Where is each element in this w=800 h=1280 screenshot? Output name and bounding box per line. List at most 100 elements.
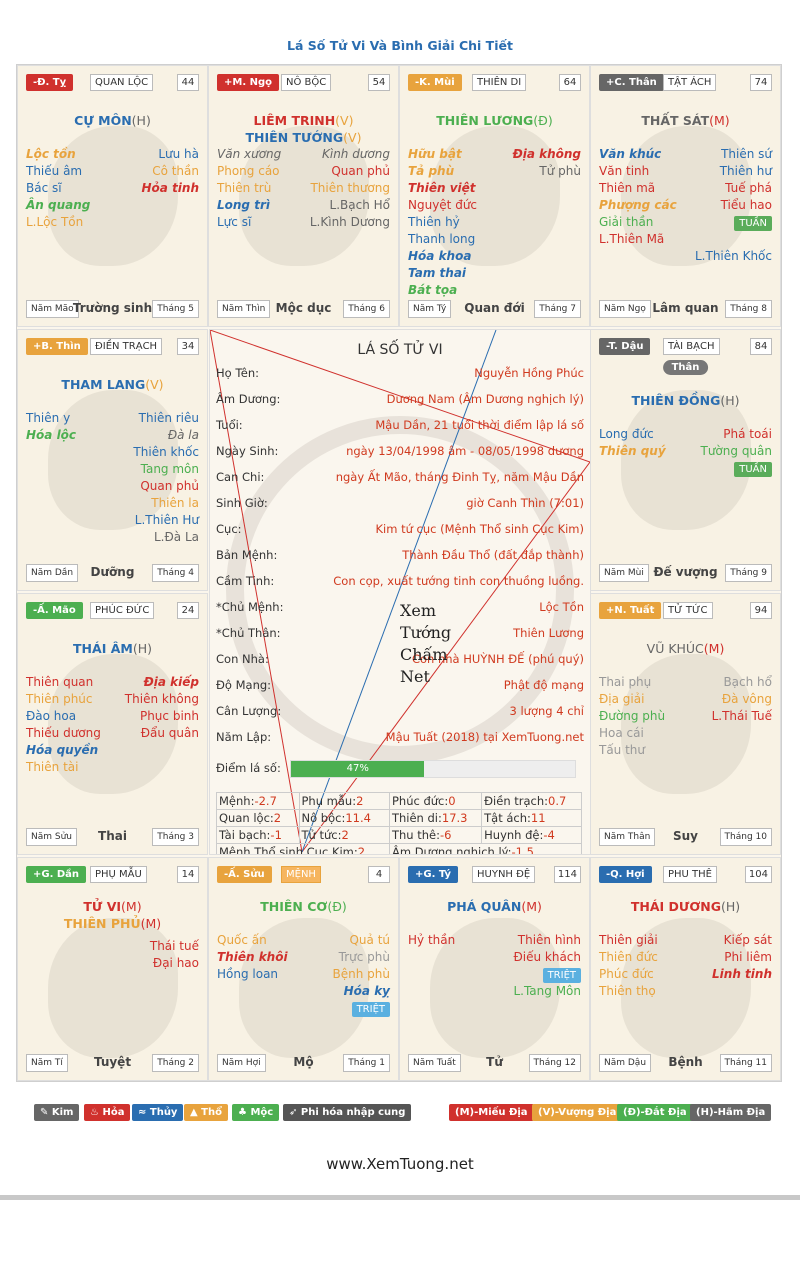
stage-label: Tử (486, 1055, 503, 1069)
main-star: PHÁ QUÂN(M) (447, 899, 542, 914)
year-label: Năm Ngọ (599, 300, 651, 318)
dragon-icon (48, 390, 178, 530)
cell-than[interactable]: +C. Thân TẬT ÁCH 74 THẤT SÁT(M) Văn khúc Th… (590, 65, 781, 327)
score-progress: 47% (290, 760, 576, 778)
year-label: Năm Sửu (26, 828, 77, 846)
year-label: Năm Mão (26, 300, 79, 318)
palace-label: TẬT ÁCH (663, 74, 717, 91)
year-label: Năm Tý (408, 300, 452, 318)
stage-label: Đế vượng (653, 565, 718, 579)
main-star: THIÊN ĐỒNG(H) (631, 393, 740, 408)
month-label: Tháng 3 (152, 828, 199, 846)
cell-badge: -K. Mùi (408, 74, 462, 91)
cell-number: 34 (177, 338, 199, 355)
cell-thin[interactable]: +B. Thìn ĐIỀN TRẠCH 34 THAM LANG(V) Thiên … (17, 329, 208, 591)
main-star: THIÊN CƠ(Đ) (260, 899, 347, 914)
star-list: Lộc tồn Lưu hà Thiếu âm Cô thần Bác sĩ Hỏa … (26, 147, 199, 229)
palace-label: HUYNH ĐỆ (472, 866, 536, 883)
palace-label: TỬ TỨC (663, 602, 713, 619)
star-list: Thai phụ Bạch hổ Địa giải Đà vông Đường ph… (599, 675, 772, 757)
cell-mao[interactable]: -Ấ. Mão PHÚC ĐỨC 24 THÁI ÂM(H) Thiên quan Đ… (17, 593, 208, 855)
main-star: CỰ MÔN(H) (74, 113, 151, 128)
palace-label: MỆNH (281, 866, 321, 883)
cell-badge: +C. Thân (599, 74, 664, 91)
palace-label: QUAN LỘC (90, 74, 154, 91)
snake-icon (48, 126, 178, 266)
cell-ty[interactable]: -Đ. Tỵ QUAN LỘC 44 CỰ MÔN(H) Lộc tồn Lưu hà… (17, 65, 208, 327)
stage-label: Thai (98, 829, 127, 843)
month-label: Tháng 8 (725, 300, 772, 318)
legend: ✎ Kim ♨ Hỏa ≈ Thủy ▲ Thổ ♣ Mộc ➶ Phi hóa… (0, 1104, 800, 1122)
tuan-tag: TUẦN (734, 216, 772, 231)
star-list: Văn xương Kình dương Phong cáo Quan phủ Th… (217, 147, 390, 229)
site-footer[interactable]: www.XemTuong.net (326, 1155, 474, 1173)
legend-thuy: ≈ Thủy (132, 1104, 184, 1121)
rooster-icon (621, 390, 751, 530)
main-star: THẤT SÁT(M) (641, 113, 730, 128)
horse-icon (239, 126, 369, 266)
legend-tho: ▲ Thổ (184, 1104, 228, 1121)
palace-label: ĐIỀN TRẠCH (90, 338, 163, 355)
legend-ham: (H)-Hãm Địa (690, 1104, 772, 1121)
stage-label: Mộ (293, 1055, 314, 1069)
legend-dat: (Đ)-Đắt Địa (617, 1104, 693, 1121)
cell-number: 64 (559, 74, 581, 91)
tiger-icon (48, 918, 178, 1058)
cell-badge: +G. Dần (26, 866, 87, 883)
month-label: Tháng 6 (343, 300, 390, 318)
cell-mui[interactable]: -K. Mùi THIÊN DI 64 THIÊN LƯƠNG(Đ) Hữu bật… (399, 65, 590, 327)
star-list: Văn khúc Thiên sứ Văn tinh Thiên hư Thiên … (599, 147, 772, 263)
ox-icon (239, 918, 369, 1058)
star-list: Thái tuế Đại hao (149, 939, 199, 970)
palace-label: PHU THÊ (663, 866, 717, 883)
chart-lines (210, 330, 590, 853)
cell-number: 84 (750, 338, 772, 355)
cell-badge: +N. Tuất (599, 602, 662, 619)
rat-icon (430, 918, 560, 1058)
legend-phi-hoa: ➶ Phi hóa nhập cung (283, 1104, 412, 1121)
monkey-icon (621, 126, 751, 266)
star-list: Hữu bật Địa không Tả phù Tử phù Thiên việt… (408, 147, 581, 297)
cell-number: 14 (177, 866, 199, 883)
stage-label: Quan đới (464, 301, 525, 315)
main-star: THÁI ÂM(H) (73, 641, 152, 656)
cell-ngo[interactable]: +M. Ngọ NÔ BỘC 54 LIÊM TRINH(V) THIÊN TƯỚNG… (208, 65, 399, 327)
cell-badge: -Đ. Tỵ (26, 74, 74, 91)
cell-dau[interactable]: -T. Dậu TÀI BẠCH 84 Thân THIÊN ĐỒNG(H) Lon… (590, 329, 781, 591)
month-label: Tháng 12 (528, 1054, 581, 1072)
cell-number: 94 (750, 602, 772, 619)
bottom-divider (0, 1195, 800, 1200)
cell-hoi[interactable]: -Q. Hợi PHU THÊ 104 THÁI DƯƠNG(H) Thiên gi… (590, 857, 781, 1081)
star-list: Thiên giải Kiếp sát Thiên đức Phi liêm Phú… (599, 933, 772, 998)
decor-ring (226, 416, 574, 764)
line-red-2 (210, 330, 303, 853)
month-label: Tháng 9 (725, 564, 772, 582)
stage-label: Mộc dục (275, 301, 332, 315)
cell-number: 4 (368, 866, 390, 883)
legend-kim: ✎ Kim (34, 1104, 80, 1121)
year-label: Năm Dậu (599, 1054, 652, 1072)
cell-tuat[interactable]: +N. Tuất TỬ TỨC 94 VŨ KHÚC(M) Thai phụ Bạch… (590, 593, 781, 855)
palace-label: NÔ BỘC (281, 74, 332, 91)
stage-label: Lâm quan (652, 301, 719, 315)
cell-number: 44 (177, 74, 199, 91)
cell-badge: -Ấ. Mão (26, 602, 83, 619)
triet-tag: TRIỆT (351, 1002, 390, 1017)
month-label: Tháng 10 (719, 828, 772, 846)
dog-icon (621, 654, 751, 794)
cell-badge: -T. Dậu (599, 338, 651, 355)
main-star: VŨ KHÚC(M) (646, 641, 725, 656)
line-red-3 (301, 461, 590, 853)
cell-badge: -Ấ. Sửu (217, 866, 272, 883)
palace-label: PHỤ MẪU (90, 866, 147, 883)
stage-label: Suy (672, 829, 699, 843)
year-label: Năm Tuất (408, 1054, 461, 1072)
year-label: Năm Dần (26, 564, 79, 582)
palace-label: TÀI BẠCH (663, 338, 720, 355)
center-panel: LÁ SỐ TỬ VI Họ Tên: Nguyễn Hồng Phúc Âm D… (209, 329, 591, 855)
star-list: Long đức Phá toái Thiên quý Tường quân TUẦ… (599, 427, 772, 477)
month-label: Tháng 7 (534, 300, 581, 318)
cell-dan[interactable]: +G. Dần PHỤ MẪU 14 TỬ VI(M) THIÊN PHỦ(M) Th… (17, 857, 208, 1081)
cell-suu[interactable]: -Ấ. Sửu MỆNH 4 THIÊN CƠ(Đ) Quốc ấn Quả tú T… (208, 857, 399, 1081)
cell-ti[interactable]: +G. Tý HUYNH ĐỆ 114 PHÁ QUÂN(M) Hỷ thần Thi… (399, 857, 590, 1081)
